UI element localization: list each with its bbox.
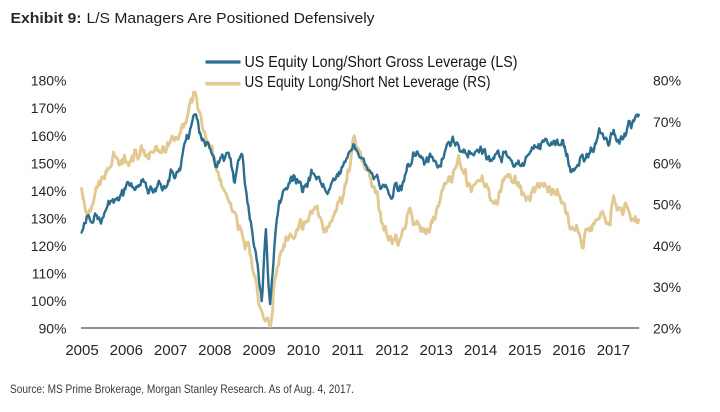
- svg-text:Source: MS Prime Brokerage, Mo: Source: MS Prime Brokerage, Morgan Stanl…: [10, 382, 354, 396]
- svg-text:2007: 2007: [154, 342, 187, 359]
- svg-text:160%: 160%: [31, 128, 67, 144]
- svg-text:90%: 90%: [38, 320, 66, 336]
- svg-text:40%: 40%: [653, 238, 681, 254]
- svg-text:130%: 130%: [31, 210, 67, 226]
- svg-text:2017: 2017: [597, 342, 630, 359]
- svg-text:70%: 70%: [653, 114, 681, 130]
- svg-text:110%: 110%: [32, 265, 67, 281]
- svg-text:180%: 180%: [31, 73, 67, 89]
- svg-text:120%: 120%: [31, 238, 67, 254]
- svg-text:2015: 2015: [508, 342, 541, 359]
- svg-text:2009: 2009: [242, 342, 275, 359]
- svg-text:L/S Managers Are Positioned De: L/S Managers Are Positioned Defensively: [87, 10, 376, 27]
- svg-text:50%: 50%: [653, 197, 681, 213]
- svg-text:US Equity Long/Short Net Lever: US Equity Long/Short Net Leverage (RS): [245, 74, 491, 91]
- svg-text:2011: 2011: [332, 342, 364, 359]
- svg-text:2008: 2008: [198, 342, 231, 359]
- svg-text:Exhibit 9:: Exhibit 9:: [11, 10, 82, 27]
- svg-text:2014: 2014: [464, 342, 497, 359]
- svg-text:2006: 2006: [110, 342, 143, 359]
- svg-text:20%: 20%: [653, 320, 681, 336]
- svg-text:2016: 2016: [552, 342, 585, 359]
- svg-text:2013: 2013: [420, 342, 453, 359]
- svg-text:150%: 150%: [31, 155, 67, 171]
- svg-text:100%: 100%: [31, 293, 67, 309]
- svg-text:2005: 2005: [65, 342, 98, 359]
- svg-text:80%: 80%: [653, 73, 681, 89]
- svg-text:60%: 60%: [653, 155, 681, 171]
- svg-text:170%: 170%: [31, 100, 67, 116]
- svg-text:140%: 140%: [31, 183, 67, 199]
- svg-text:US Equity Long/Short Gross Lev: US Equity Long/Short Gross Leverage (LS): [245, 54, 518, 71]
- svg-text:2010: 2010: [287, 342, 320, 359]
- svg-text:2012: 2012: [375, 342, 408, 359]
- svg-text:30%: 30%: [653, 279, 681, 295]
